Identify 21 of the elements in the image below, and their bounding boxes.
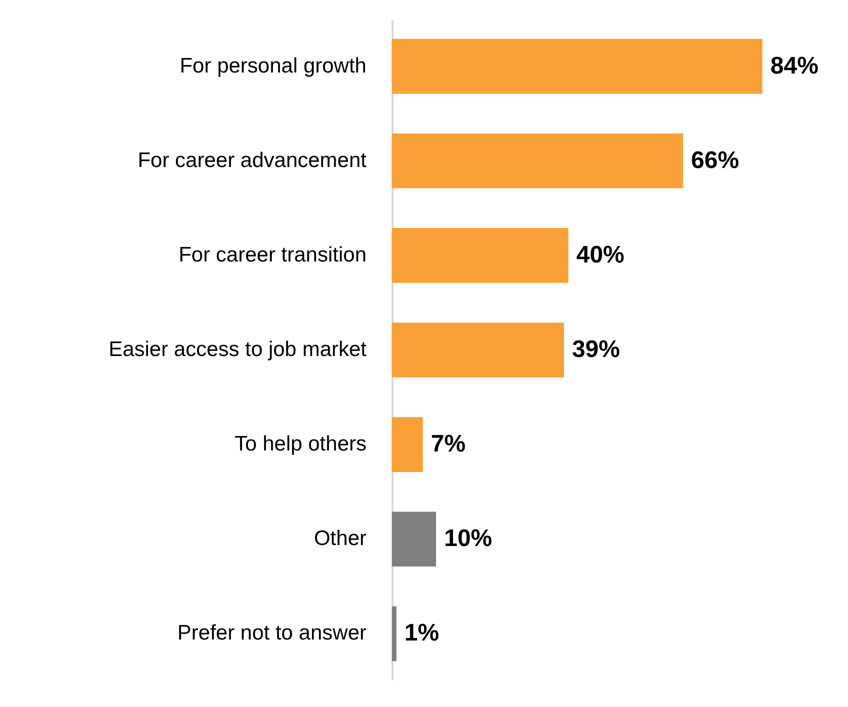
y-tick-label: To help others — [234, 432, 366, 456]
bar — [392, 606, 396, 662]
y-tick-label: For career transition — [178, 243, 366, 266]
bar — [392, 322, 564, 378]
y-tick-label: Easier access to job market — [108, 338, 367, 361]
y-tick-label: For personal growth — [180, 54, 366, 78]
bar — [392, 512, 436, 567]
data-label: 10% — [444, 525, 492, 552]
bar — [392, 133, 684, 188]
data-label: 39% — [572, 336, 620, 363]
bar — [392, 228, 568, 283]
y-tick-label: Prefer not to answer — [177, 622, 367, 645]
data-label: 66% — [691, 146, 740, 174]
bar — [392, 417, 423, 472]
data-label: 40% — [576, 241, 624, 268]
bar — [392, 38, 762, 94]
data-label: 7% — [430, 430, 466, 458]
data-label: 84% — [770, 52, 818, 80]
y-tick-label: For career advancement — [138, 148, 367, 172]
data-label: 1% — [404, 620, 440, 647]
y-tick-label: Other — [314, 527, 366, 550]
